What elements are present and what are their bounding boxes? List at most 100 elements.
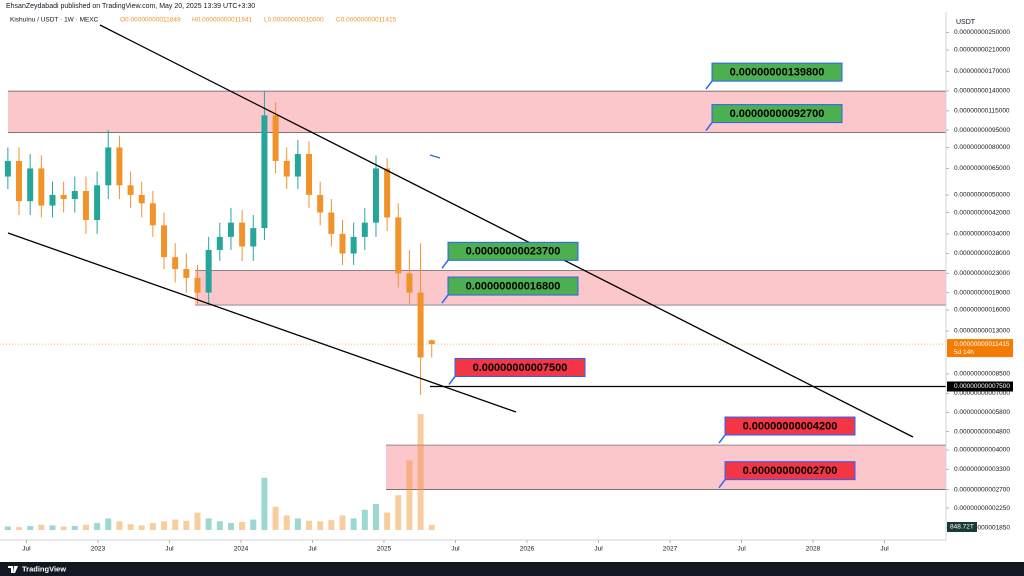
volume-bar (161, 521, 168, 530)
volume-bar (294, 518, 301, 530)
volume-bar (94, 523, 101, 530)
candle-body (71, 190, 78, 200)
volume-bar (38, 524, 45, 530)
x-tick-label: Jul (737, 546, 746, 553)
volume-bar (239, 521, 246, 530)
level-box (724, 416, 856, 436)
legend: KishuInu / USDT · 1W · MEXC O0.000000000… (10, 17, 397, 24)
candle-body (172, 257, 179, 270)
label-pointer (448, 376, 456, 385)
volume-bar (16, 527, 23, 530)
volume (4, 414, 435, 530)
volume-bar (406, 460, 413, 530)
y-tick-label: 0.00000000023000 (954, 270, 1010, 277)
marker-dash (429, 154, 441, 159)
candle-body (384, 168, 391, 218)
price-tag (947, 381, 1013, 392)
y-tick-label: 0.00000000007000 (954, 390, 1010, 397)
level-box (711, 104, 843, 124)
volume-bar (172, 519, 179, 530)
volume-bar (49, 525, 56, 530)
label-pointer (718, 479, 726, 489)
volume-bar (339, 515, 346, 530)
volume-bar (71, 525, 78, 530)
y-tick-label: 0.00000000016000 (954, 307, 1010, 314)
volume-bar (361, 509, 368, 530)
x-tick-label: 2027 (663, 546, 678, 553)
candle-body (149, 203, 156, 226)
y-tick-label: 0.00000000140000 (954, 88, 1010, 95)
candle-body (428, 340, 435, 345)
x-tick-label: Jul (165, 546, 174, 553)
volume-bar (317, 521, 324, 530)
volume-tag-label: 848.72T (950, 524, 974, 531)
candle-body (138, 194, 145, 204)
y-tick-label: 0.00000000013000 (954, 328, 1010, 335)
volume-bar (417, 414, 424, 530)
candle-body (239, 222, 246, 247)
volume-bar (4, 526, 11, 530)
y-tick-label: 0.00000000004800 (954, 428, 1010, 435)
publisher: EhsanZeydabadi published on TradingView.… (6, 3, 255, 10)
label-pointer (705, 122, 713, 132)
candle-body (306, 153, 313, 195)
candle-body (395, 217, 402, 274)
label-pointer (718, 434, 726, 444)
volume-bar (27, 525, 34, 530)
y-tick-label: 0.00000000028000 (954, 250, 1010, 257)
candle-body (94, 185, 101, 221)
lower-trendline (7, 232, 517, 413)
candles (4, 90, 435, 395)
currency: USDT (956, 19, 976, 26)
y-tick-label: 0.00000000002250 (954, 505, 1010, 512)
candle-body (183, 269, 190, 278)
volume-bar (216, 521, 223, 530)
ohlc-value: H0.00000000011941 (192, 17, 253, 24)
volume-bar (328, 520, 335, 530)
candle-body (116, 147, 123, 186)
candle-body (38, 168, 45, 206)
candle-body (350, 236, 357, 254)
candle-body (60, 194, 67, 200)
ohlc-value: O0.00000000011849 (120, 17, 181, 24)
candle-body (194, 277, 201, 293)
volume-bar (138, 525, 145, 530)
candle-body (16, 160, 23, 202)
y-tick-label: 0.00000000080000 (954, 144, 1010, 151)
ohlc-value: C0.00000000011415 (336, 17, 397, 24)
x-tick-label: Jul (451, 546, 460, 553)
volume-bar (183, 520, 190, 530)
countdown: 5d 14h (954, 349, 974, 356)
volume-bar (372, 503, 379, 530)
volume-bar (227, 523, 234, 530)
label-pointer (441, 259, 449, 269)
volume-bar (205, 518, 212, 530)
x-tick-label: 2026 (520, 546, 535, 553)
volume-bar (250, 519, 257, 530)
y-tick-label: 0.00000000042000 (954, 209, 1010, 216)
candle-body (294, 153, 301, 177)
label-pointer (705, 80, 713, 90)
x-tick-label: Jul (308, 546, 317, 553)
volume-bar (283, 515, 290, 530)
candle-body (361, 222, 368, 237)
y-tick-label: 0.00000000095000 (954, 127, 1010, 134)
candle-body (261, 115, 268, 229)
y-tick-label: 0.00000000115000 (954, 108, 1010, 115)
candle-body (328, 212, 335, 234)
y-tick-label: 0.00000000170000 (954, 68, 1010, 75)
label-pointer (441, 294, 449, 304)
candle-body (27, 168, 34, 202)
price-axis: 0.00000000250000 0.00000000210000 0.000000… (22, 29, 1013, 553)
candle-body (227, 222, 234, 237)
candle-body (372, 168, 379, 223)
y-tick-label: 0.00000000002700 (954, 486, 1010, 493)
volume-bar (116, 521, 123, 530)
level-box (724, 461, 856, 481)
y-tick-label: 0.00000000003300 (954, 466, 1010, 473)
x-tick-label: Jul (22, 546, 31, 553)
candle-body (127, 185, 134, 195)
candle-body (49, 194, 56, 206)
x-tick-label: Jul (880, 546, 889, 553)
candle-body (105, 147, 112, 186)
